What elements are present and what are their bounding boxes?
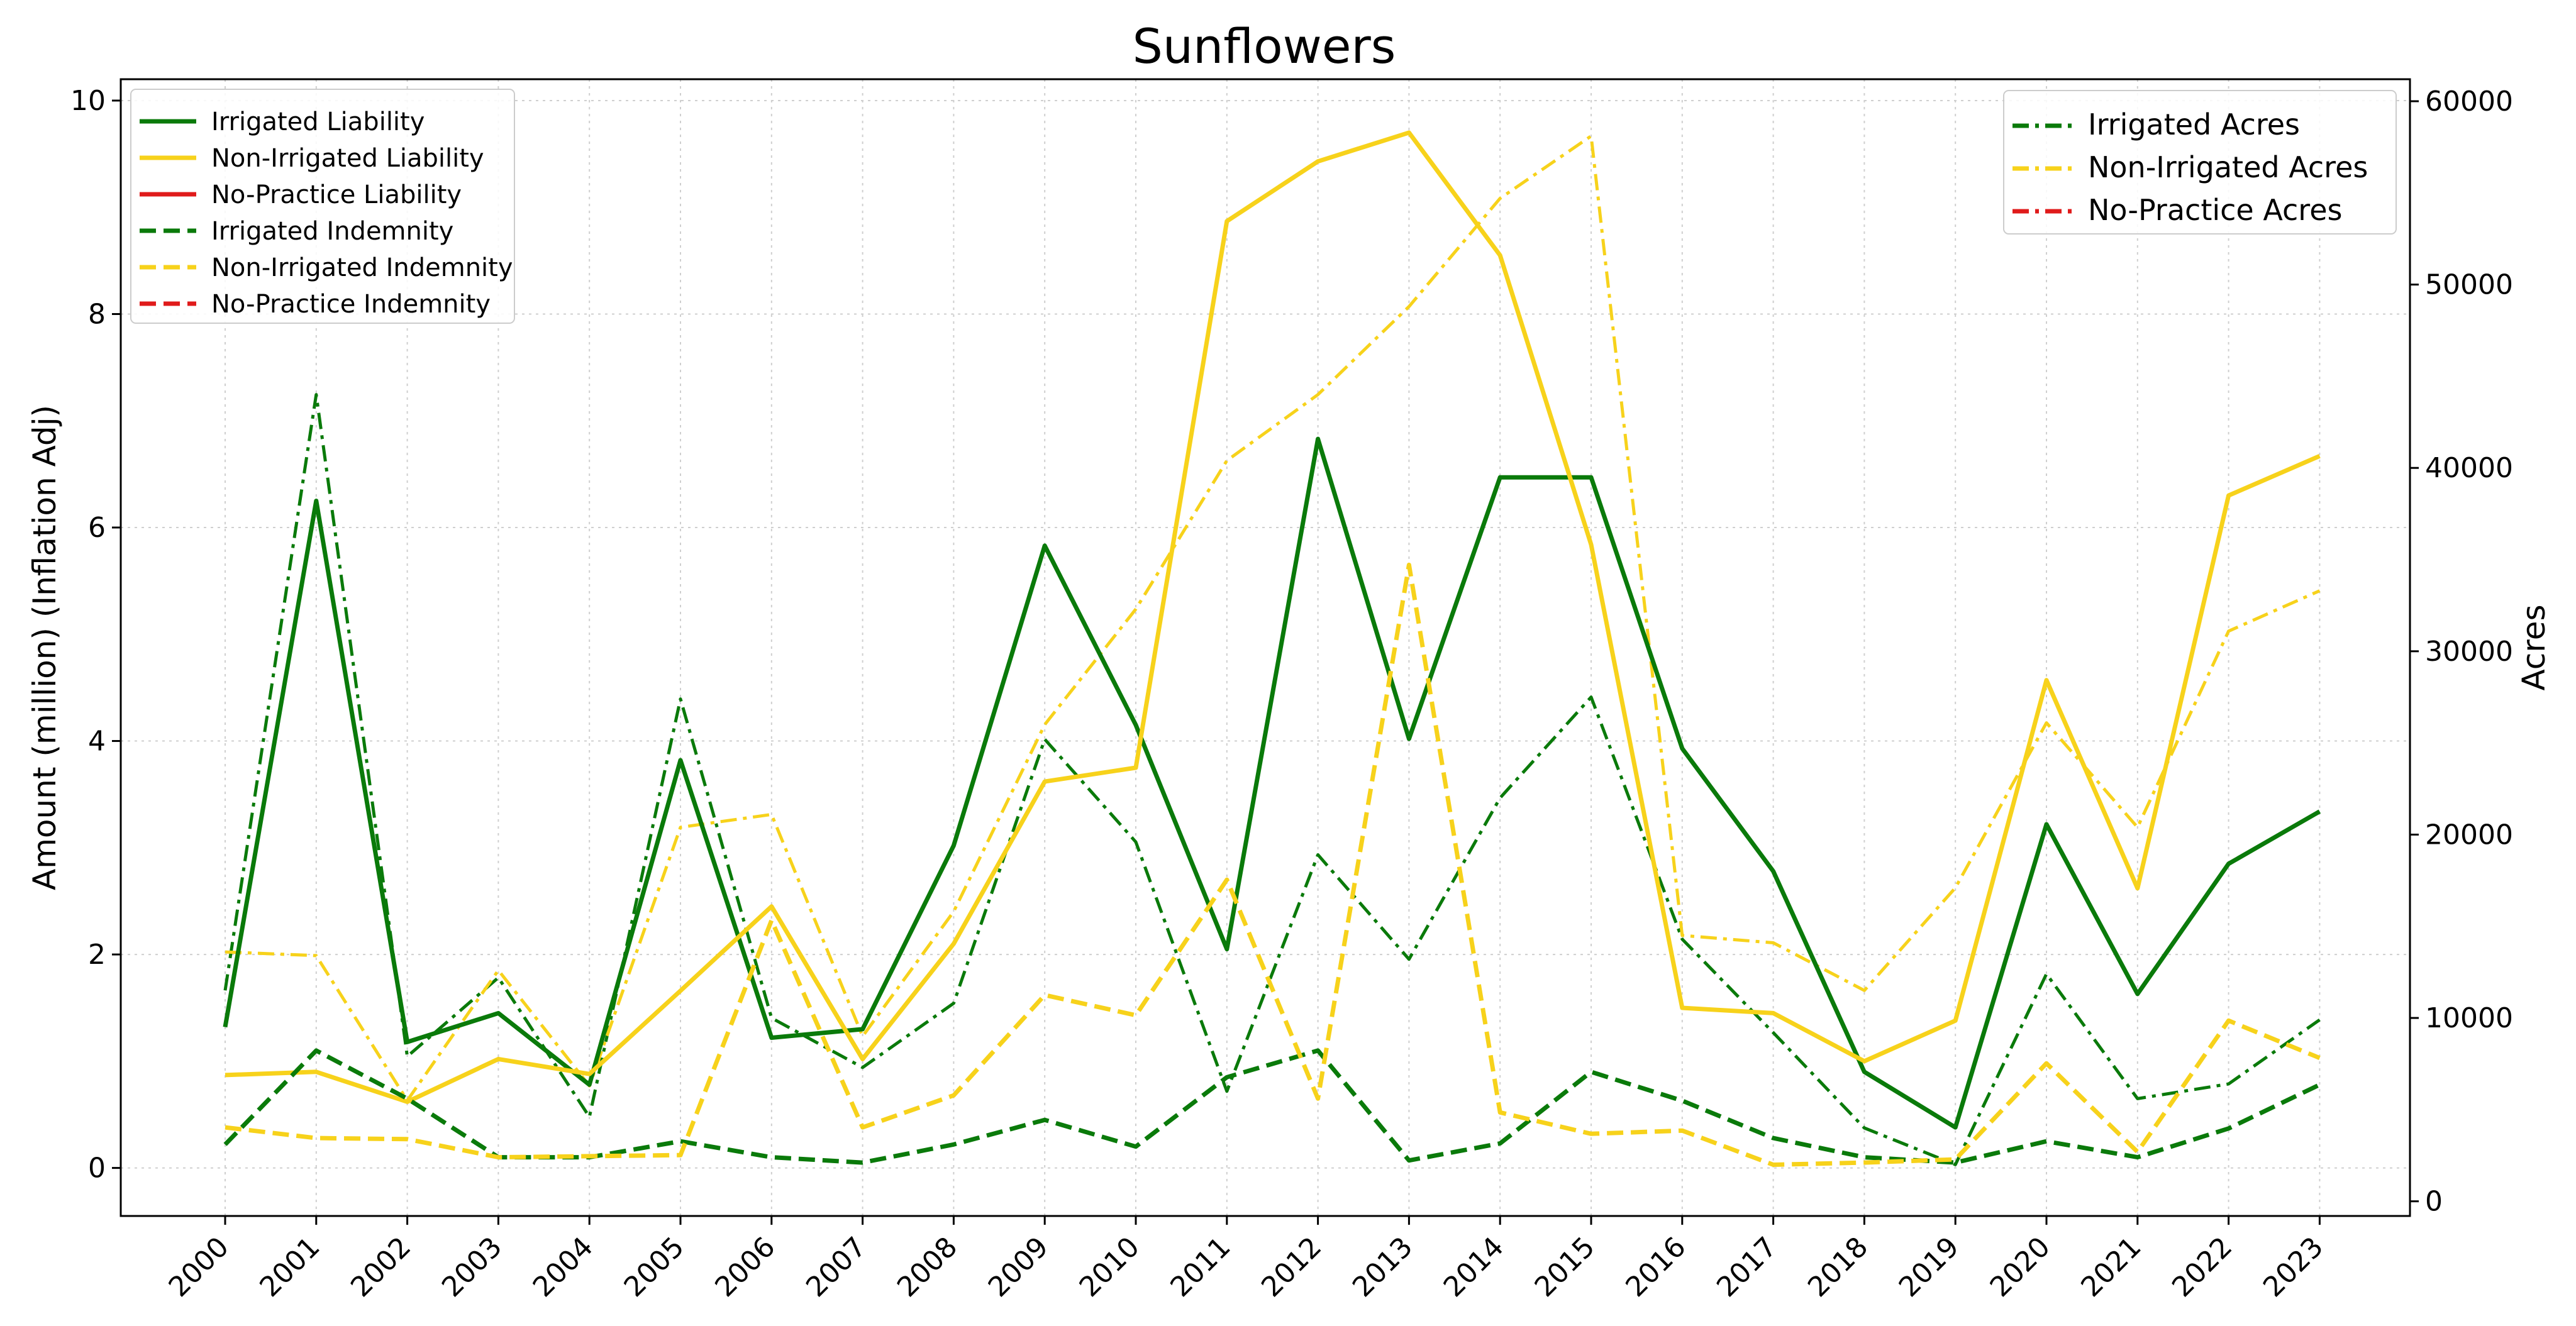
- y-right-tick-label: 60000: [2425, 86, 2513, 118]
- y-left-tick-label: 6: [88, 512, 106, 544]
- legend-label: Irrigated Acres: [2088, 108, 2300, 141]
- y-left-tick-label: 0: [88, 1152, 106, 1185]
- legend-label: Irrigated Indemnity: [211, 217, 453, 246]
- legend-label: Non-Irrigated Indemnity: [211, 253, 513, 282]
- chart-title: Sunflowers: [1133, 18, 1396, 74]
- legend-label: No-Practice Indemnity: [211, 290, 491, 319]
- y-axis-left: 0 2 4 6 8 10: [70, 85, 121, 1185]
- y-left-tick-label: 10: [70, 85, 106, 117]
- legend-label: No-Practice Acres: [2088, 193, 2342, 227]
- series-non-irrigated-liability: [225, 130, 2321, 1104]
- legend-amounts: Irrigated Liability Non-Irrigated Liabili…: [130, 89, 515, 324]
- legend-box: [130, 89, 515, 324]
- y-right-tick-label: 30000: [2425, 636, 2513, 668]
- series-non-irrigated-indemnity: [225, 562, 2321, 1167]
- y-right-tick-label: 0: [2425, 1186, 2443, 1218]
- y-axis-right-label: Acres: [2516, 604, 2552, 690]
- series-irrigated-acres: [223, 393, 2321, 1166]
- legend-acres: Irrigated Acres Non-Irrigated Acres No-Pra…: [2003, 90, 2397, 235]
- series-irrigated-indemnity: [223, 1048, 2321, 1165]
- y-left-tick-label: 8: [88, 298, 106, 330]
- y-right-tick-label: 50000: [2425, 269, 2513, 301]
- y-axis-left-label: Amount (million) (Inflation Adj): [26, 405, 63, 890]
- series-lines: [223, 130, 2321, 1167]
- y-left-tick-label: 2: [88, 939, 106, 971]
- legend-label: Non-Irrigated Liability: [211, 144, 484, 173]
- legend-box: [2003, 90, 2397, 235]
- y-right-tick-label: 10000: [2425, 1002, 2513, 1034]
- y-right-tick-label: 20000: [2425, 819, 2513, 851]
- y-right-tick-label: 40000: [2425, 452, 2513, 484]
- legend-label: No-Practice Liability: [211, 180, 462, 209]
- legend-label: Irrigated Liability: [211, 108, 425, 136]
- y-left-tick-label: 4: [88, 726, 106, 758]
- legend-label: Non-Irrigated Acres: [2088, 150, 2368, 184]
- plot-frame: [119, 78, 2411, 1217]
- y-axis-right: 0 10000 20000 30000 40000 50000 60000: [2410, 86, 2513, 1218]
